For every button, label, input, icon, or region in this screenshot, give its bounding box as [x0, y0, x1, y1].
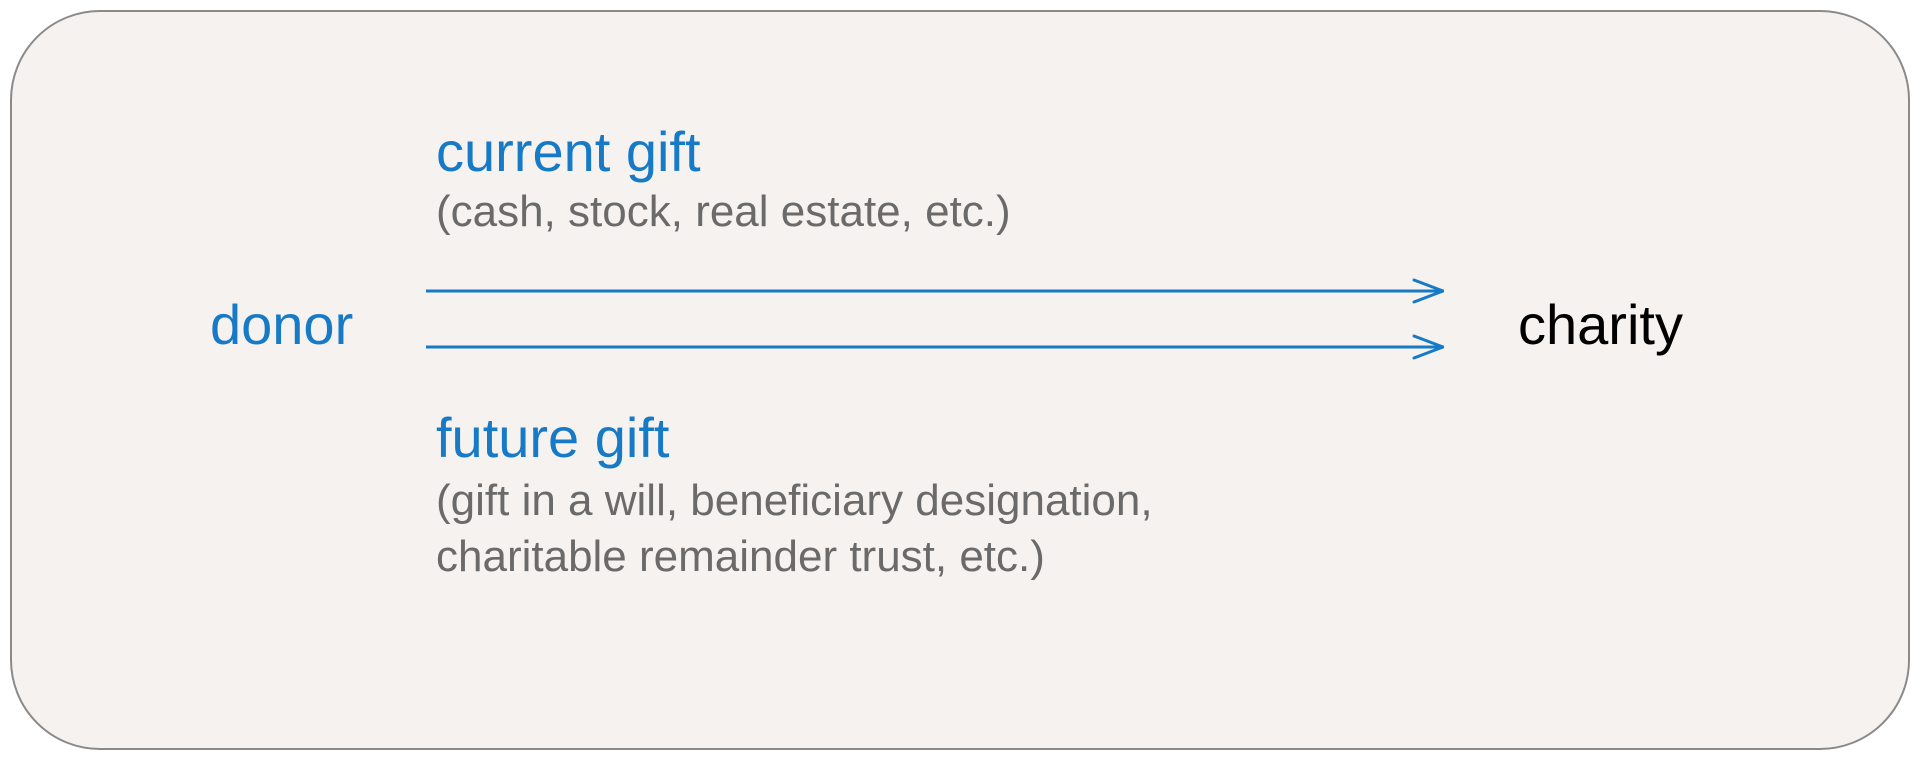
node-charity: charity	[1518, 292, 1683, 357]
arrow-future-gift	[426, 334, 1444, 360]
future-gift-subtitle-line1: (gift in a will, beneficiary designation…	[436, 473, 1153, 529]
future-gift-subtitle-line2: charitable remainder trust, etc.)	[436, 529, 1153, 585]
diagram-frame: donor charity current gift (cash, stock,…	[10, 10, 1910, 750]
arrow-current-gift	[426, 278, 1444, 304]
current-gift-subtitle: (cash, stock, real estate, etc.)	[436, 187, 1011, 237]
node-donor: donor	[210, 292, 353, 357]
current-gift-title: current gift	[436, 119, 701, 184]
future-gift-subtitle: (gift in a will, beneficiary designation…	[436, 473, 1153, 585]
future-gift-title: future gift	[436, 405, 669, 470]
